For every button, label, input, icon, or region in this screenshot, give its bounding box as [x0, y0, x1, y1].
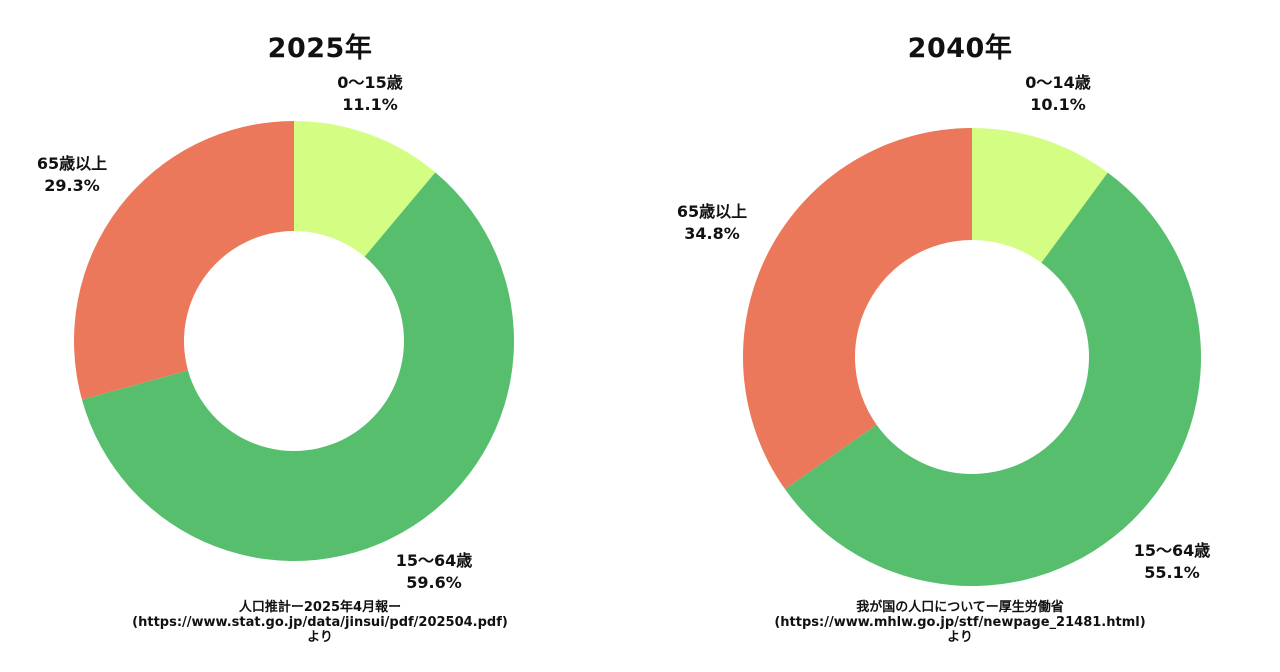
source-title: 我が国の人口についてー厚生労働省 — [856, 600, 1064, 615]
donut-svg — [743, 127, 1201, 586]
slice-percent: 10.1% — [1030, 95, 1086, 114]
slice-percent: 34.8% — [684, 224, 740, 243]
slice-category: 0〜14歳 — [1025, 73, 1091, 92]
source-suffix: より — [947, 630, 973, 645]
slice-category: 65歳以上 — [676, 202, 748, 221]
slice-percent: 55.1% — [1144, 563, 1200, 582]
slice-label-65-plus: 65歳以上 29.3% — [37, 153, 107, 197]
slice-category: 0〜15歳 — [337, 73, 403, 92]
slice-percent: 11.1% — [342, 95, 398, 114]
slice-percent: 59.6% — [406, 573, 462, 592]
slice-15-64 — [785, 172, 1201, 586]
slice-percent: 29.3% — [44, 176, 100, 195]
source-note: 人口推計ー2025年4月報ー (https://www.stat.go.jp/d… — [0, 600, 640, 645]
source-url: (https://www.stat.go.jp/data/jinsui/pdf/… — [132, 615, 508, 630]
slice-0-14 — [972, 128, 1108, 263]
slice-15-64 — [81, 172, 515, 562]
slice-category: 15〜64歳 — [395, 551, 473, 570]
slice-65-plus — [743, 127, 972, 490]
donut-svg — [73, 121, 515, 562]
slice-0-14 — [294, 121, 436, 257]
slice-label-15-64: 15〜64歳 55.1% — [1134, 540, 1211, 584]
donut-chart-2040: 2040年 0〜14歳 10.1% 15〜64歳 55.1% 65歳以上 34.… — [640, 0, 1280, 672]
source-title: 人口推計ー2025年4月報ー — [238, 600, 402, 615]
source-suffix: より — [307, 630, 333, 645]
slice-label-0-14: 0〜14歳 10.1% — [1025, 72, 1090, 116]
source-note: 我が国の人口についてー厚生労働省 (https://www.mhlw.go.jp… — [640, 600, 1280, 645]
slice-label-65-plus: 65歳以上 34.8% — [677, 201, 747, 245]
slice-category: 15〜64歳 — [1133, 541, 1211, 560]
chart-title: 2040年 — [907, 33, 1013, 64]
donut-chart-2025: 2025年 0〜15歳 11.1% 15〜64歳 59.6% 65歳以上 29.… — [0, 33, 640, 645]
slice-65-plus — [73, 121, 294, 400]
slice-label-0-14: 0〜15歳 11.1% — [337, 72, 402, 116]
chart-title: 2025年 — [267, 33, 373, 64]
slice-category: 65歳以上 — [36, 154, 108, 173]
source-url: (https://www.mhlw.go.jp/stf/newpage_2148… — [774, 615, 1146, 630]
slice-label-15-64: 15〜64歳 59.6% — [396, 550, 473, 594]
